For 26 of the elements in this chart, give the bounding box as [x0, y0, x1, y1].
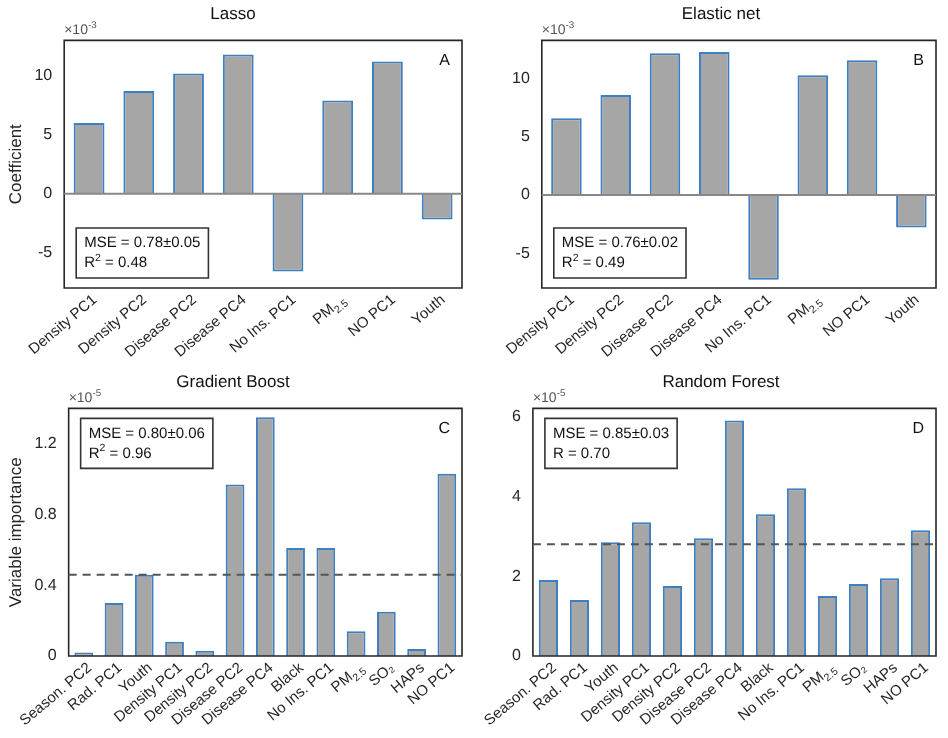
y-tick-label: 0.4	[34, 575, 58, 594]
chart-title: Random Forest	[662, 370, 781, 391]
y-tick-label: 0	[43, 184, 54, 203]
y-axis-title: Coefficient	[4, 122, 25, 205]
y-tick-label: 6	[511, 406, 522, 425]
annotation: B	[913, 50, 925, 69]
chart-title: Gradient Boost	[176, 370, 291, 391]
y-tick-label: 4	[511, 486, 522, 505]
y-tick-label: 0.8	[34, 504, 58, 523]
y-axis-title: Variable importance	[4, 456, 25, 608]
y-tick-label: 10	[511, 69, 531, 88]
y-tick-label: -5	[515, 243, 531, 262]
y-tick-label: 2	[511, 566, 522, 585]
y-tick-label: 1.2	[34, 434, 58, 453]
y-tick-label: -5	[37, 243, 54, 262]
y-tick-label: 5	[43, 125, 54, 144]
chart-title: Lasso	[210, 2, 257, 23]
y-tick-label: 0	[520, 185, 531, 204]
annotation: A	[439, 50, 452, 69]
y-tick-label: 0	[47, 646, 58, 665]
chart-title: Elastic net	[681, 2, 762, 23]
y-tick-label: 10	[34, 66, 54, 85]
annotation: D	[912, 418, 925, 437]
y-tick-label: 0	[511, 646, 522, 665]
y-tick-label: 5	[520, 127, 531, 146]
annotation: C	[438, 418, 451, 437]
